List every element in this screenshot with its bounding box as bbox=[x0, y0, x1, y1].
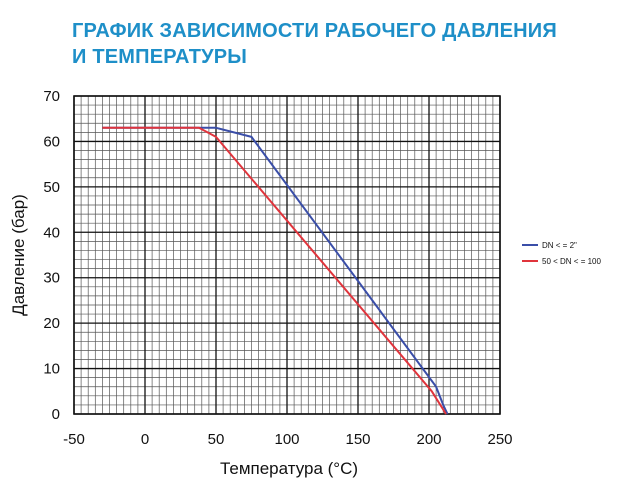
y-tick-label: 60 bbox=[43, 133, 60, 150]
chart-title: ГРАФИК ЗАВИСИМОСТИ РАБОЧЕГО ДАВЛЕНИЯ И Т… bbox=[72, 18, 592, 70]
chart-title-line-1: ГРАФИК ЗАВИСИМОСТИ РАБОЧЕГО ДАВЛЕНИЯ bbox=[72, 20, 557, 42]
y-tick-label: 70 bbox=[43, 88, 60, 105]
legend-label-2: 50 < DN < = 100 bbox=[542, 257, 601, 266]
y-tick-label: 0 bbox=[52, 406, 60, 423]
grid bbox=[73, 95, 501, 415]
x-tick-label: 0 bbox=[141, 431, 149, 448]
y-tick-label: 20 bbox=[43, 315, 60, 332]
series-lines bbox=[102, 126, 449, 415]
y-tick-label: 30 bbox=[43, 270, 60, 287]
x-tick-label: 250 bbox=[487, 431, 512, 448]
y-tick-label: 50 bbox=[43, 179, 60, 196]
y-tick-label: 40 bbox=[43, 224, 60, 241]
legend: DN < = 2" 50 < DN < = 100 bbox=[522, 241, 601, 266]
plot-frame bbox=[73, 95, 501, 415]
chart-title-line-2: И ТЕМПЕРАТУРЫ bbox=[72, 46, 248, 68]
y-tick-label: 10 bbox=[43, 361, 60, 378]
legend-label-1: DN < = 2" bbox=[542, 241, 577, 250]
x-tick-label: -50 bbox=[63, 431, 85, 448]
x-tick-label: 200 bbox=[416, 431, 441, 448]
x-tick-label: 50 bbox=[208, 431, 225, 448]
x-axis-label: Температура (°C) bbox=[220, 459, 358, 478]
series-line-1 bbox=[102, 126, 449, 415]
x-tick-label: 100 bbox=[274, 431, 299, 448]
x-tick-label: 150 bbox=[345, 431, 370, 448]
series-line-2 bbox=[102, 126, 447, 415]
y-axis-label: Давление (бар) bbox=[9, 194, 28, 316]
